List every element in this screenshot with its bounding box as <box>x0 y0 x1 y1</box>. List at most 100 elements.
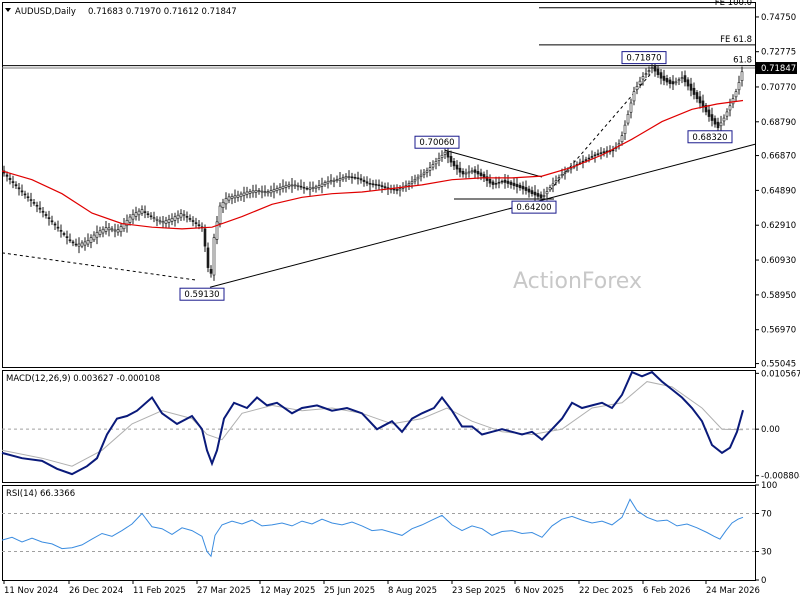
candle-body <box>77 243 81 247</box>
candle-body <box>47 217 51 220</box>
candle-body <box>644 73 648 75</box>
macd-line <box>1 370 744 476</box>
annotation-label: 0.68320 <box>692 133 727 143</box>
rsi-y-tick-label: 100 <box>761 481 777 491</box>
rsi-title: RSI(14) 66.3366 <box>6 489 75 499</box>
candle-body <box>14 184 18 187</box>
candle-body <box>188 218 192 220</box>
candle-body <box>689 83 693 91</box>
candle-body <box>488 179 492 184</box>
candle-body <box>179 213 183 218</box>
candle-body <box>227 196 231 201</box>
macd-y-tick-label: 0.00 <box>761 425 780 435</box>
candle-body <box>506 180 510 184</box>
candle-body <box>398 188 402 191</box>
candle-body <box>251 190 255 194</box>
fib-level-label: FE 61.8 <box>720 35 752 45</box>
candle-body <box>545 191 549 195</box>
candle-body <box>695 92 699 100</box>
candle-body <box>470 170 474 173</box>
annotation-box <box>414 135 460 149</box>
candle-body <box>416 176 420 180</box>
candle-body <box>620 135 624 143</box>
candle-body <box>203 228 207 247</box>
candle-body <box>197 224 201 227</box>
price-ohlc-values: 0.71683 0.71970 0.71612 0.71847 <box>88 7 237 17</box>
candle-body <box>86 240 90 245</box>
candle-body <box>560 174 564 177</box>
candle-body <box>119 226 123 233</box>
candle-body <box>245 191 249 195</box>
candle-body <box>107 227 111 231</box>
candle-body <box>218 205 222 224</box>
candle-body <box>209 269 213 274</box>
candle-body <box>128 216 132 223</box>
candle-body <box>332 179 336 182</box>
candle-body <box>5 174 9 177</box>
candle-body <box>101 228 105 234</box>
candle-body <box>92 234 96 241</box>
candle-body <box>26 196 30 199</box>
candle-body <box>692 87 696 95</box>
candle-body <box>434 161 438 165</box>
rsi-y-tick-label: 0 <box>761 576 766 586</box>
candle-body <box>680 77 684 79</box>
last-price-label: 0.71847 <box>761 64 796 74</box>
price-chart-title: AUDUSD,Daily <box>15 7 76 17</box>
candle-body <box>215 221 219 240</box>
candle-body <box>170 218 174 222</box>
candle-body <box>734 91 738 98</box>
candle-body <box>455 164 459 170</box>
candle-body <box>80 242 84 247</box>
candle-body <box>530 190 534 195</box>
candles <box>2 59 744 281</box>
candle-body <box>62 233 66 235</box>
candle-body <box>437 157 441 161</box>
candle-body <box>722 117 726 122</box>
candle-body <box>563 171 567 174</box>
candle-body <box>413 179 417 182</box>
candle-body <box>362 179 366 182</box>
x-tick-label: 11 Feb 2025 <box>133 586 186 596</box>
candle-body <box>335 179 339 181</box>
rsi-y-tick-label: 30 <box>761 548 772 558</box>
candle-body <box>425 170 429 173</box>
candle-body <box>617 143 621 146</box>
candle-body <box>104 227 108 232</box>
candle-body <box>236 194 240 198</box>
candle-body <box>8 177 12 180</box>
candle-body <box>551 183 555 187</box>
candle-body <box>638 80 642 85</box>
candle-body <box>116 229 120 233</box>
candle-body <box>449 156 453 163</box>
candle-body <box>593 154 597 157</box>
candle-body <box>359 178 363 181</box>
candle-body <box>671 81 675 85</box>
last-price-marker <box>756 62 797 75</box>
candle-body <box>527 188 531 193</box>
candle-body <box>137 210 141 216</box>
candle-body <box>704 104 708 113</box>
candle-body <box>740 71 744 81</box>
candle-body <box>158 220 162 223</box>
rsi-line <box>1 498 744 558</box>
candle-body <box>626 114 630 124</box>
panel-frame-2 <box>2 485 756 581</box>
candle-body <box>431 164 435 168</box>
candle-body <box>464 172 468 175</box>
panel-frame-1 <box>2 370 756 483</box>
candle-body <box>182 214 186 216</box>
price-y-tick-label: 0.68790 <box>761 118 796 128</box>
candle-body <box>290 184 294 187</box>
candle-body <box>134 212 138 217</box>
candle-body <box>371 183 375 186</box>
candle-body <box>353 177 357 179</box>
candle-body <box>302 186 306 189</box>
candle-body <box>17 187 21 190</box>
candle-body <box>737 82 741 91</box>
candle-body <box>176 214 180 219</box>
candle-body <box>635 86 639 90</box>
candle-body <box>599 152 603 154</box>
candle-body <box>32 202 36 204</box>
candle-body <box>317 185 321 188</box>
